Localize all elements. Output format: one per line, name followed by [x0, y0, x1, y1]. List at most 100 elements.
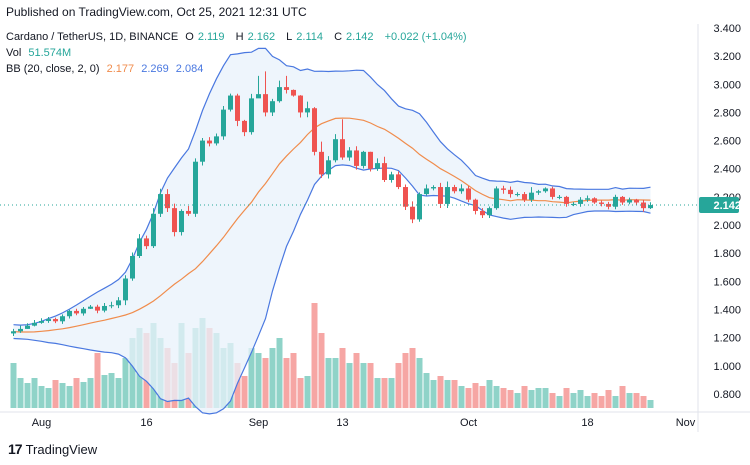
candle-body: [403, 187, 408, 207]
volume-bar: [486, 380, 493, 408]
candle-body: [11, 331, 16, 334]
candle-body: [305, 108, 310, 113]
candle-body: [18, 328, 23, 332]
price-tick-label: 1.800: [713, 248, 741, 260]
price-tick-label: 2.400: [713, 164, 741, 176]
candle-body: [550, 188, 555, 197]
tradingview-brand[interactable]: 17 TradingView: [8, 441, 97, 457]
candle-body: [53, 319, 58, 322]
bb-mid-line: [13, 117, 651, 333]
bb-upper-line: [13, 47, 651, 326]
candle-body: [158, 194, 163, 214]
candle-body: [466, 188, 471, 200]
volume-bar: [514, 393, 521, 408]
volume-bar: [430, 380, 437, 408]
open-value: O 2.119: [185, 31, 225, 43]
candle-body: [137, 238, 142, 256]
candle-body: [39, 321, 44, 323]
volume-bar: [416, 358, 423, 408]
last-price-label: 2.142: [713, 200, 741, 212]
candle-body: [459, 188, 464, 192]
volume-bar: [388, 378, 395, 408]
price-tick-label: 1.400: [713, 304, 741, 316]
volume-bar: [234, 363, 241, 408]
volume-bar: [402, 353, 409, 408]
volume-bar: [507, 390, 514, 408]
volume-bar: [612, 396, 619, 408]
candle-body: [179, 210, 184, 233]
time-tick-label: 13: [336, 417, 348, 429]
candle-body: [641, 202, 646, 209]
candle-body: [25, 325, 30, 329]
volume-bar: [353, 353, 360, 408]
time-tick-label: 16: [140, 417, 152, 429]
volume-bar: [311, 303, 318, 408]
candle-body: [326, 160, 331, 175]
bb-mid-value: 2.177: [106, 63, 135, 75]
volume-bar: [500, 388, 507, 408]
price-tick-label: 2.000: [713, 220, 741, 232]
candle-body: [627, 199, 632, 203]
high-value: H 2.162: [235, 31, 276, 43]
volume-bar: [115, 378, 122, 408]
tradingview-logo-icon: 17: [8, 441, 23, 457]
volume-bar: [101, 375, 108, 408]
price-tick-label: 2.800: [713, 107, 741, 119]
volume-bar: [31, 378, 38, 408]
volume-bar: [479, 386, 486, 408]
volume-bar: [626, 393, 633, 408]
candle-body: [284, 87, 289, 90]
candle-body: [536, 191, 541, 193]
candle-body: [396, 174, 401, 188]
volume-bar: [647, 400, 654, 408]
volume-bar: [241, 376, 248, 408]
close-value: C 2.142: [334, 31, 374, 43]
candle-body: [417, 194, 422, 220]
candle-body: [298, 95, 303, 113]
change-value: +0.022 (+1.04%): [384, 31, 467, 43]
volume-bar: [458, 386, 465, 408]
candle-body: [529, 192, 534, 200]
candle-body: [557, 196, 562, 198]
volume-bar: [122, 358, 129, 408]
volume-bar: [374, 378, 381, 408]
volume-bar: [283, 358, 290, 408]
candle-body: [333, 139, 338, 161]
price-tick-label: 1.600: [713, 276, 741, 288]
candle-body: [585, 198, 590, 200]
volume-bar: [129, 338, 136, 408]
volume-bar: [451, 380, 458, 408]
volume-bar: [38, 386, 45, 408]
candle-body: [60, 316, 65, 322]
candle-body: [88, 306, 93, 309]
candle-body: [613, 196, 618, 207]
volume-value: 51.574M: [28, 47, 72, 59]
volume-bar: [598, 396, 605, 408]
candle-body: [438, 187, 443, 204]
symbol-name: Cardano / TetherUS, 1D, BINANCE: [6, 31, 179, 43]
candle-body: [522, 194, 527, 200]
candle-body: [515, 194, 520, 196]
candle-body: [634, 199, 639, 203]
candle-body: [473, 199, 478, 211]
time-tick-label: Aug: [32, 417, 52, 429]
candle-body: [564, 196, 569, 204]
candle-body: [501, 188, 506, 190]
price-tick-label: 0.800: [713, 389, 741, 401]
volume-bar: [339, 348, 346, 408]
price-tick-label: 3.000: [713, 79, 741, 91]
bb-upper-value: 2.269: [141, 63, 169, 75]
time-tick-label: 18: [581, 417, 593, 429]
price-tick-label: 1.200: [713, 333, 741, 345]
candle-body: [368, 151, 373, 169]
volume-bar: [297, 378, 304, 408]
price-tick-label: 3.200: [713, 51, 741, 63]
time-tick-label: Nov: [676, 417, 696, 429]
time-tick-label: Sep: [249, 417, 269, 429]
candle-body: [172, 208, 177, 233]
volume-bar: [276, 338, 283, 408]
bb-label: BB (20, close, 2, 0): [6, 63, 100, 75]
candle-body: [46, 319, 51, 322]
candle-body: [578, 199, 583, 204]
